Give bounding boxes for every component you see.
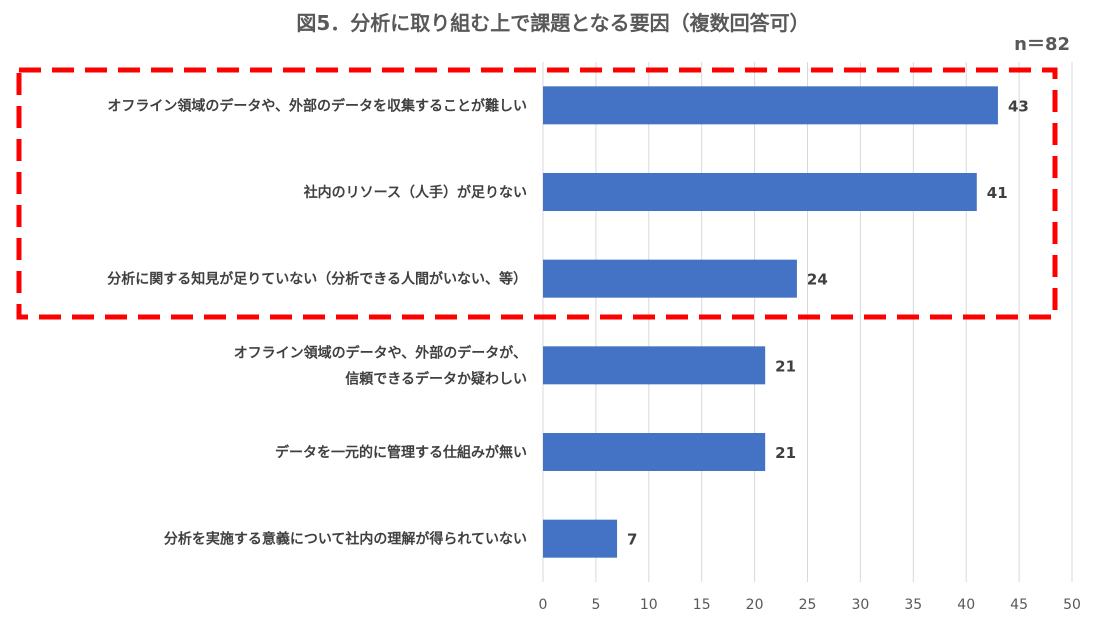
bars bbox=[543, 86, 998, 558]
data-label: 43 bbox=[1008, 97, 1029, 115]
x-tick-label: 15 bbox=[693, 597, 711, 613]
x-tick-label: 5 bbox=[591, 597, 600, 613]
highlight-layer bbox=[16, 67, 1058, 320]
x-tick-label: 20 bbox=[746, 597, 764, 613]
x-tick-label: 50 bbox=[1063, 597, 1081, 613]
data-label: 7 bbox=[627, 531, 637, 549]
data-labels: 43 41 24 21 21 7 bbox=[627, 97, 1029, 548]
x-tick-label: 45 bbox=[1010, 597, 1028, 613]
bar bbox=[543, 173, 977, 211]
category-label: オフライン領域のデータや、外部のデータを収集することが難しい bbox=[107, 97, 527, 114]
x-tick-label: 25 bbox=[799, 597, 817, 613]
category-label: 社内のリソース（人手）が足りない bbox=[303, 184, 527, 201]
category-labels: オフライン領域のデータや、外部のデータを収集することが難しい社内のリソース（人手… bbox=[107, 97, 527, 547]
data-label: 21 bbox=[775, 444, 796, 462]
bar bbox=[543, 346, 766, 385]
x-axis-ticks: 0 5 10 15 20 25 30 35 40 45 50 bbox=[539, 597, 1081, 613]
highlight-frame bbox=[16, 67, 1058, 320]
x-tick-label: 40 bbox=[957, 597, 975, 613]
bar bbox=[543, 519, 618, 558]
chart-title: 図5．分析に取り組む上で課題となる要因（複数回答可） bbox=[296, 11, 809, 35]
category-label: 分析を実施する意義について社内の理解が得られていない bbox=[164, 531, 527, 548]
bar bbox=[543, 259, 797, 298]
category-label: オフライン領域のデータや、外部のデータが、 bbox=[234, 344, 527, 361]
x-tick-label: 30 bbox=[851, 597, 869, 613]
category-label: 信頼できるデータか疑わしい bbox=[345, 370, 527, 387]
data-label: 41 bbox=[987, 184, 1008, 202]
gridlines bbox=[542, 62, 1073, 582]
x-tick-label: 0 bbox=[539, 597, 548, 613]
data-label: 24 bbox=[807, 271, 828, 289]
bar bbox=[543, 433, 766, 471]
bar bbox=[543, 86, 998, 125]
data-label: 21 bbox=[775, 357, 796, 375]
category-label: データを一元的に管理する仕組みが無い bbox=[275, 444, 527, 461]
x-tick-label: 10 bbox=[640, 597, 658, 613]
category-label: 分析に関する知見が足りていない（分析できる人間がいない、等） bbox=[107, 271, 527, 288]
sample-size-label: n＝82 bbox=[1014, 34, 1070, 55]
x-tick-label: 35 bbox=[904, 597, 922, 613]
